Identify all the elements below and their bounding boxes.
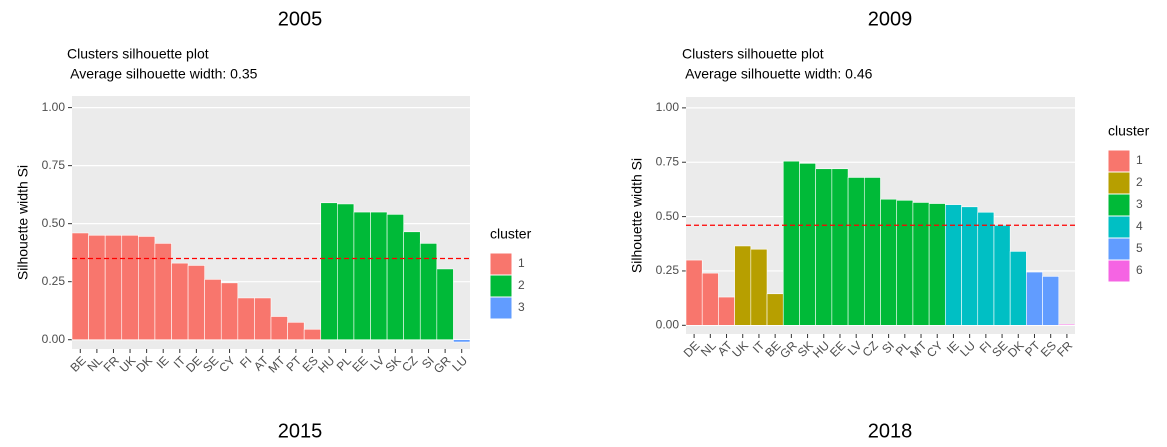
- bar: [138, 236, 156, 341]
- bar: [766, 293, 784, 326]
- legend-title: cluster: [490, 226, 532, 242]
- chart-title: Clusters silhouette plot: [682, 46, 824, 62]
- legend-title: cluster: [1108, 123, 1150, 139]
- bar: [701, 272, 719, 326]
- bar: [718, 296, 735, 326]
- bar: [154, 243, 172, 341]
- y-tick-label: 0.25: [42, 274, 66, 288]
- legend-key: [1107, 215, 1131, 239]
- bar: [403, 231, 421, 341]
- legend-label: 5: [1136, 241, 1143, 255]
- bar: [945, 204, 962, 326]
- bar: [370, 211, 388, 341]
- bar: [863, 177, 881, 326]
- bar: [750, 248, 768, 326]
- x-tick-label: DK: [133, 353, 155, 375]
- bar: [171, 262, 189, 341]
- bar: [815, 168, 833, 326]
- bar: [187, 265, 205, 341]
- bar: [353, 211, 371, 341]
- x-tick-label: LU: [957, 338, 978, 359]
- legend-key: [1107, 171, 1131, 195]
- chart-subtitle: Average silhouette width: 0.35: [67, 66, 258, 82]
- chart-subtitle: Average silhouette width: 0.46: [682, 66, 873, 82]
- y-tick-label: 0.75: [656, 154, 680, 168]
- legend-label: 3: [518, 300, 525, 314]
- legend-key: [1107, 193, 1131, 217]
- legend-key: [489, 252, 513, 276]
- legend-label: 2: [1136, 175, 1143, 189]
- bar: [977, 211, 995, 326]
- bar: [685, 259, 703, 326]
- bar: [270, 316, 288, 341]
- bar: [782, 160, 800, 326]
- legend-label: 6: [1136, 263, 1143, 277]
- bar: [88, 234, 106, 341]
- legend-label: 3: [1136, 197, 1143, 211]
- bar: [386, 214, 404, 341]
- x-tick-label: FR: [1054, 338, 1075, 359]
- bar: [993, 224, 1011, 326]
- bar: [71, 232, 89, 341]
- panel-label: 2018: [868, 420, 913, 442]
- x-tick-label: CY: [216, 353, 238, 375]
- legend-key: [489, 296, 513, 320]
- bar: [453, 339, 471, 343]
- bar: [337, 203, 355, 341]
- y-axis-label: Silhouette width Si: [629, 158, 645, 273]
- x-tick-label: UK: [729, 338, 751, 360]
- x-tick-label: IE: [154, 353, 172, 371]
- bar: [436, 268, 454, 341]
- bar: [912, 202, 930, 326]
- legend-label: 2: [518, 278, 525, 292]
- bar: [1042, 276, 1060, 326]
- panel-label: 2015: [278, 420, 323, 442]
- bar: [121, 234, 139, 341]
- bar: [320, 202, 338, 341]
- chart-title: Clusters silhouette plot: [67, 46, 209, 62]
- bar: [847, 177, 865, 326]
- bar: [896, 199, 914, 326]
- legend-label: 1: [518, 256, 525, 270]
- legend-label: 1: [1136, 153, 1143, 167]
- y-tick-label: 0.00: [656, 317, 680, 331]
- bar: [237, 297, 255, 341]
- legend-key: [1107, 149, 1131, 173]
- y-tick-label: 0.75: [42, 158, 66, 172]
- panel-label: 2009: [868, 8, 913, 30]
- x-tick-label: CZ: [399, 353, 420, 374]
- bar: [880, 198, 898, 326]
- bar: [1058, 323, 1076, 326]
- bar: [254, 297, 272, 341]
- bar: [419, 243, 438, 341]
- bar: [287, 322, 305, 341]
- legend-key: [1107, 237, 1131, 261]
- bar: [204, 279, 222, 341]
- x-tick-label: CZ: [860, 338, 881, 359]
- y-tick-label: 0.50: [656, 209, 680, 223]
- legend-key: [489, 274, 513, 298]
- bar: [1009, 251, 1027, 326]
- legend-key: [1107, 259, 1131, 283]
- x-tick-label: CY: [924, 338, 946, 360]
- y-tick-label: 0.25: [656, 263, 680, 277]
- bar: [220, 282, 239, 341]
- bar: [104, 234, 123, 341]
- y-tick-label: 0.00: [42, 332, 66, 346]
- y-axis-label: Silhouette width Si: [15, 165, 31, 280]
- panel-label: 2005: [278, 8, 323, 30]
- legend-label: 4: [1136, 219, 1143, 233]
- y-tick-label: 1.00: [42, 100, 66, 114]
- bar: [831, 168, 849, 326]
- bar: [734, 245, 752, 326]
- bar: [799, 163, 816, 326]
- x-tick-label: LU: [449, 353, 470, 374]
- bar: [928, 203, 946, 326]
- bar: [303, 328, 322, 341]
- y-tick-label: 0.50: [42, 216, 66, 230]
- y-tick-label: 1.00: [656, 100, 680, 114]
- bar: [961, 206, 979, 326]
- bar: [1026, 271, 1043, 326]
